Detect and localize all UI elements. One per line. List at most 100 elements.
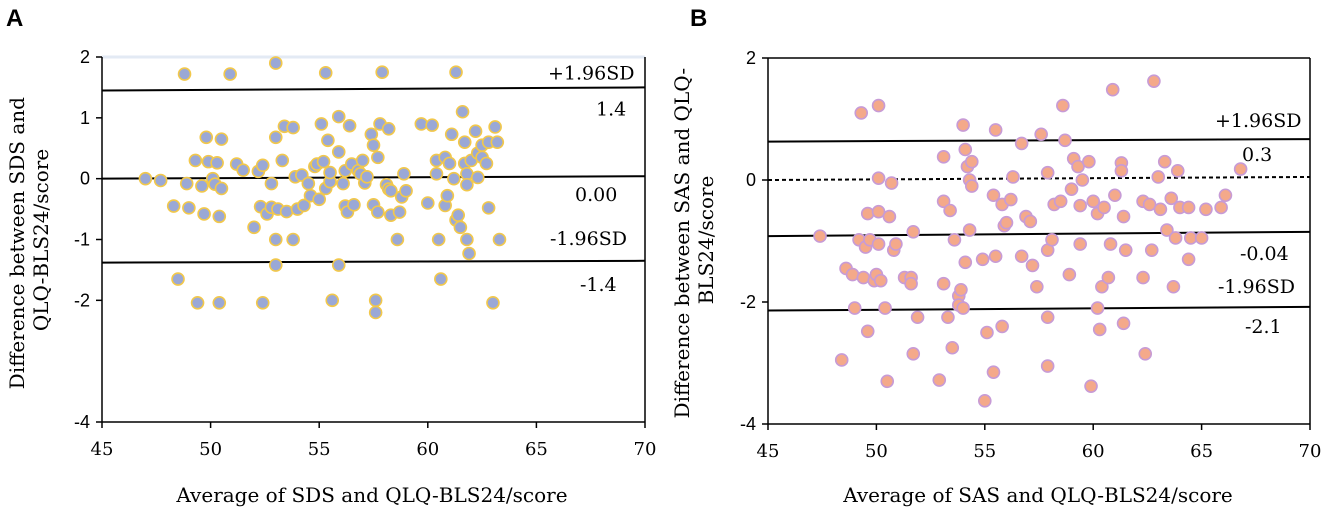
panel-b-data-point (1058, 133, 1072, 148)
panel-b-data-point (1053, 194, 1068, 209)
panel-a-data-point (236, 163, 250, 177)
panel-b-data-point (1116, 316, 1131, 331)
panel-a-data-point (153, 173, 168, 188)
panel-b-data-point (958, 142, 973, 157)
panel-b-data-point (1095, 279, 1109, 294)
panel-a-upper-loa-value: 1.4 (596, 98, 626, 120)
panel-b-lower-loa-value: -2.1 (1245, 316, 1282, 338)
panel-b-data-point (956, 301, 970, 315)
panel-b-data-point (878, 301, 892, 315)
panel-a-data-point (316, 154, 331, 169)
panel-b-data-point (1144, 243, 1159, 257)
panel-a-data-point (275, 153, 290, 168)
panel-b-mean-difference-line (767, 175, 1311, 181)
panel-b-data-point (954, 282, 968, 297)
panel-b-x-tick-label: 60 (1082, 441, 1105, 462)
panel-a-data-point (318, 66, 333, 80)
panel-b-data-point (1075, 173, 1090, 187)
panel-b-data-point (1170, 164, 1185, 178)
panel-b-data-point (962, 223, 977, 237)
panel-a-data-point (312, 192, 327, 207)
panel-a-data-point (399, 184, 413, 198)
panel-b-data-point (932, 373, 947, 387)
panel-b-data-point (1097, 200, 1111, 215)
panel-b-data-point (936, 150, 951, 164)
panel-b-data-point (1073, 237, 1087, 251)
panel-b-data-point (871, 237, 886, 251)
panel-b-data-point (1160, 223, 1174, 237)
panel-a-data-point (451, 208, 466, 222)
panel-a-data-point (247, 220, 261, 235)
panel-b-x-axis-title: Average of SAS and QLQ-BLS24/score (842, 483, 1233, 507)
panel-a-data-point (488, 120, 502, 134)
panel-b-data-point (1218, 188, 1233, 203)
panel-a-data-point (268, 130, 283, 145)
panel-a-data-point (190, 295, 205, 310)
panel-b-y-tick-label: 0 (746, 170, 756, 190)
panel-b-data-point (945, 340, 960, 355)
panel-a-data-point (440, 188, 455, 203)
panel-a-data-point (431, 232, 446, 247)
panel-b-y-axis-title-line-2: BLS24/score (694, 176, 718, 305)
panel-a-data-point (490, 135, 505, 149)
panel-a-y-axis-title-line-2: QLQ-BLS24/score (29, 149, 53, 331)
panel-b-data-point (1214, 200, 1228, 215)
panel-a-data-point (342, 118, 357, 133)
panel-a-data-point (268, 232, 283, 247)
panel-b-data-point (975, 252, 990, 267)
panel-a-x-axis-title: Average of SDS and QLQ-BLS24/score (175, 483, 567, 507)
panel-a-lower-loa-label: -1.96SD (550, 228, 627, 250)
panel-a-data-point (364, 127, 379, 142)
panel-a-data-point (384, 184, 398, 198)
panel-b-data-point (1090, 301, 1105, 315)
panel-b-data-point (1108, 188, 1122, 203)
panel-b-data-point (1157, 154, 1172, 169)
panel-b-data-point (860, 206, 875, 221)
panel-a-data-point (470, 170, 485, 185)
panel-b-data-point (1153, 202, 1168, 217)
panel-b-data-point (1071, 159, 1085, 174)
panel-a-data-point (453, 220, 468, 235)
panel-b-y-tick-label: -4 (740, 414, 756, 434)
panel-b-data-point (1056, 98, 1070, 113)
panel-a-y-tick-label: 1 (80, 108, 90, 128)
panel-a-data-point (429, 167, 444, 181)
panel-b-y-tick-label: -2 (740, 292, 756, 312)
panel-b-data-point (1105, 82, 1120, 97)
panel-b-data-point (1199, 202, 1213, 217)
panel-a: A 45 50 55 60 65 70 -4 -2 -1 0 1 2 +1.96SD 1.4 0.00 -1… (5, 5, 656, 507)
panel-a-x-tick-label: 50 (199, 439, 222, 460)
panel-a-data-point (371, 150, 385, 165)
panel-a-data-point (212, 209, 227, 224)
panel-a-data-point (297, 198, 311, 213)
panel-b-data-point (1014, 249, 1029, 264)
panel-b-data-point (964, 179, 979, 193)
panel-b-data-point (884, 176, 899, 190)
panel-b-data-point (873, 273, 888, 288)
panel-b-y-tick-label: 2 (746, 48, 756, 68)
panel-b-data-point (1194, 231, 1209, 245)
panel-b-data-point (1040, 359, 1055, 373)
panel-a-data-point (390, 232, 405, 247)
panel-a-data-point (331, 258, 346, 272)
panel-a-mean-difference-value: 0.00 (575, 184, 617, 206)
panel-a-data-point (195, 179, 209, 193)
panel-a-y-axis-title-line-1: Difference between SDS and (5, 97, 29, 389)
panel-b-data-point (1116, 209, 1131, 224)
panel-b-data-point (995, 319, 1009, 334)
panel-b-data-point (1181, 200, 1196, 215)
panel-b-data-point (1023, 214, 1038, 229)
panel-b-data-point (889, 237, 903, 251)
panel-b-data-point (910, 310, 925, 325)
panel-b-x-tick-label: 65 (1190, 441, 1213, 462)
panel-a-data-point (479, 156, 494, 171)
panel-b-data-point (880, 374, 895, 389)
panel-a-data-point (355, 153, 370, 168)
panel-a-data-point (462, 246, 476, 261)
panel-b-data-point (1030, 279, 1044, 294)
panel-a-data-point (449, 65, 463, 80)
panel-b-y-axis-title-line-1: Difference between SAS and QLQ- (670, 68, 694, 419)
panel-a-data-point (268, 258, 283, 272)
panel-b-data-point (1073, 198, 1087, 213)
